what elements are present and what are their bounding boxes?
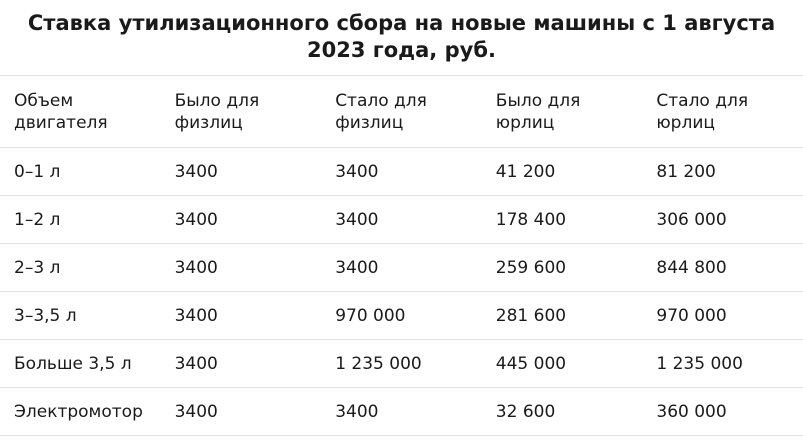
table-cell: 178 400 [481,195,643,244]
table-body: Объем двигателя Было для физлиц Стало для … [0,75,803,436]
header-cell: Стало для физлиц [321,75,482,148]
table-cell: 3400 [321,387,482,436]
header-cell: Было для физлиц [160,75,322,148]
table-cell: 3–3,5 л [0,291,161,340]
header-text: Объем двигателя [14,90,108,133]
table-cell: 3400 [321,147,482,196]
table-cell: 2–3 л [0,243,161,292]
table-row: 3–3,5 л 3400 970 000 281 600 970 000 [0,291,803,340]
table-cell: 81 200 [642,147,803,196]
table-cell: 3400 [160,291,322,340]
table-cell: 3400 [321,243,482,292]
table-cell: 281 600 [481,291,643,340]
table-row: 1–2 л 3400 3400 178 400 306 000 [0,195,803,244]
table-cell: 1 235 000 [321,339,482,388]
table-cell: 3400 [160,195,322,244]
table-cell: 844 800 [642,243,803,292]
table-cell: 306 000 [642,195,803,244]
table-cell: 41 200 [481,147,643,196]
table-cell: 970 000 [321,291,482,340]
table-cell: 3400 [160,147,322,196]
table-cell: 3400 [160,387,322,436]
header-text: Стало для юрлиц [656,90,749,133]
table-cell: 3400 [321,195,482,244]
header-text: Стало для физлиц [335,90,427,133]
table-cell: 259 600 [481,243,643,292]
table-row: Электромотор 3400 3400 32 600 360 000 [0,387,803,436]
table-row: Больше 3,5 л 3400 1 235 000 445 000 1 235 00… [0,339,803,388]
table-cell: 32 600 [481,387,643,436]
table-cell: 445 000 [481,339,643,388]
header-row: Объем двигателя Было для физлиц Стало для … [0,75,803,148]
title: Ставка утилизационного сбора на новые ма… [27,11,776,62]
table-cell: 360 000 [642,387,803,436]
table-cell: 3400 [160,339,322,388]
table-cell: 970 000 [642,291,803,340]
table-row: 2–3 л 3400 3400 259 600 844 800 [0,243,803,292]
table: Объем двигателя Было для физлиц Стало для … [0,75,803,436]
header-cell: Стало для юрлиц [642,75,803,148]
table-cell: 1 235 000 [642,339,803,388]
table-cell: Больше 3,5 л [0,339,161,388]
header-text: Было для юрлиц [495,90,581,133]
header-cell: Было для юрлиц [481,75,643,148]
table-row: 0–1 л 3400 3400 41 200 81 200 [0,147,803,196]
table-cell: 3400 [160,243,322,292]
header-text: Было для физлиц [174,90,260,133]
table-cell: 0–1 л [0,147,161,196]
table-cell: Электромотор [0,387,161,436]
header-cell: Объем двигателя [0,75,161,148]
table-cell: 1–2 л [0,195,161,244]
